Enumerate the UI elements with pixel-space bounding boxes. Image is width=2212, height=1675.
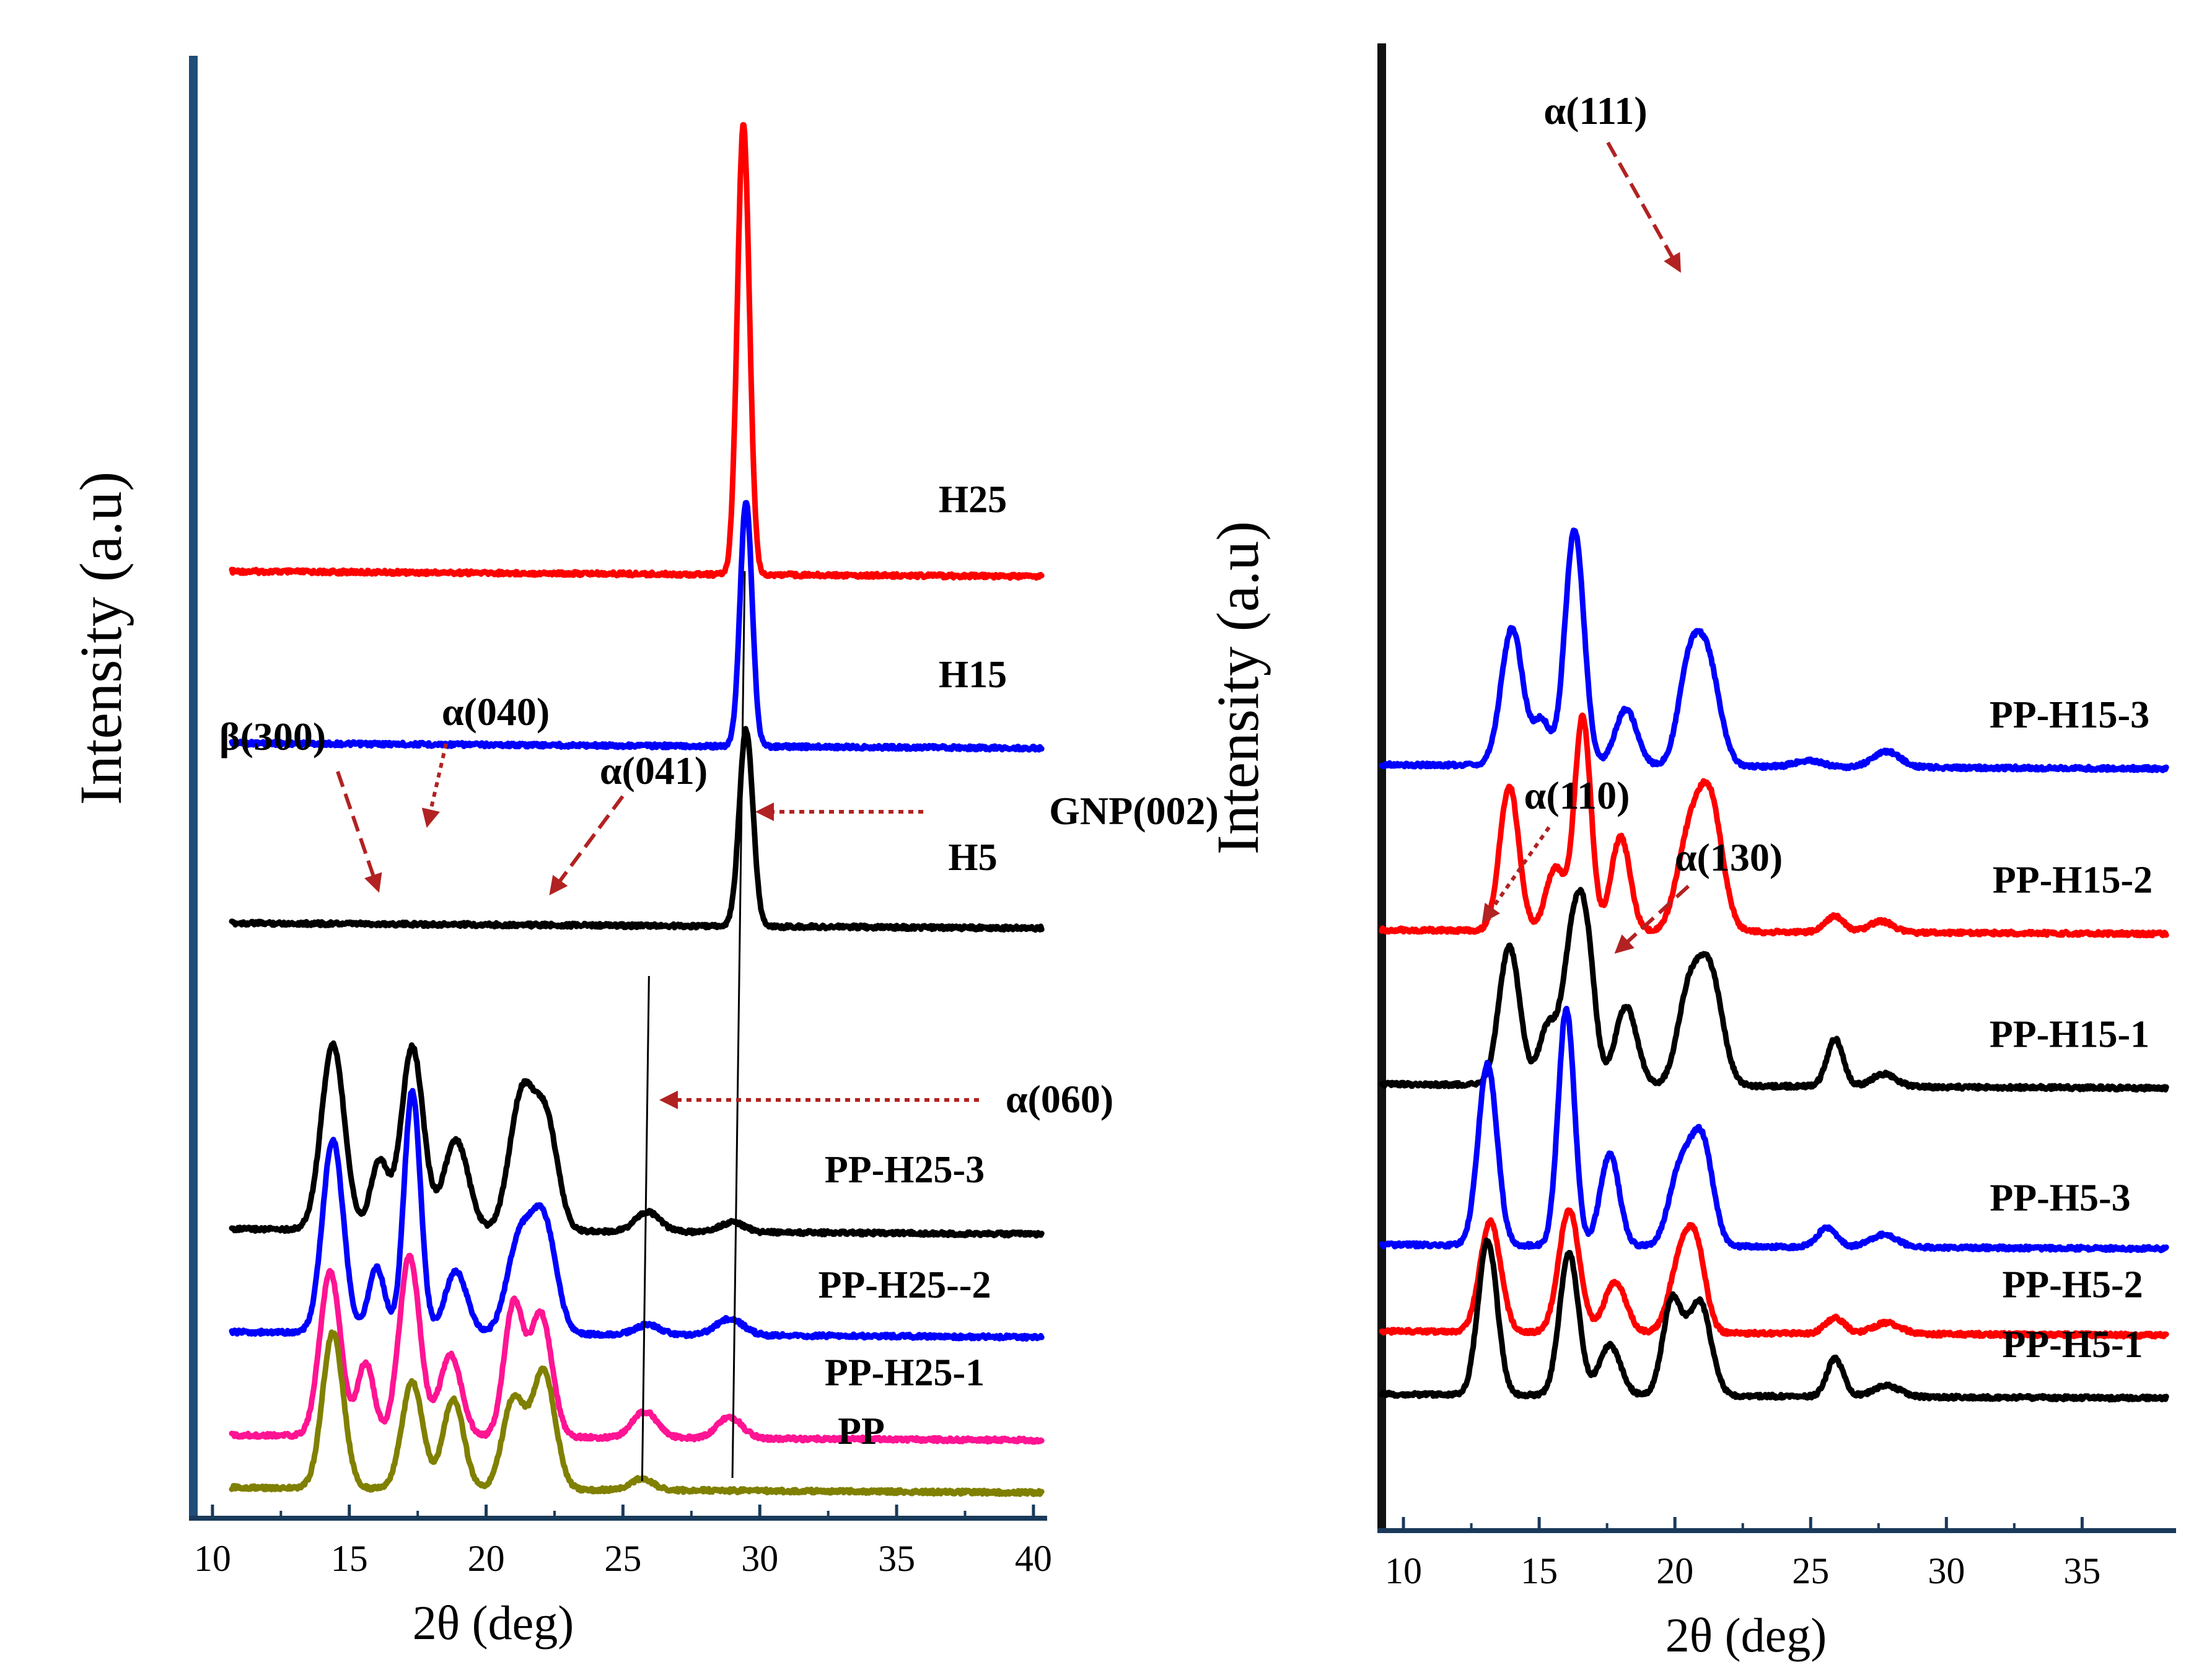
x-tick-label-30: 30 bbox=[1928, 1550, 1965, 1591]
arrow-alpha-130 bbox=[1614, 884, 1690, 954]
trace-pp-h25-2 bbox=[229, 1088, 1045, 1342]
trace-pp-h25-3 bbox=[229, 1040, 1045, 1239]
x-tick-label-10: 10 bbox=[194, 1538, 231, 1579]
right-traces bbox=[1379, 527, 2169, 1403]
left-y-axis-title: Intensity (a.u) bbox=[68, 472, 134, 806]
annotation-alpha-110: α(110) bbox=[1524, 773, 1630, 817]
x-tick-label-15: 15 bbox=[1521, 1550, 1558, 1591]
series-label-h15: H15 bbox=[939, 654, 1007, 696]
series-label-pp-h5-2: PP-H5-2 bbox=[2002, 1264, 2143, 1306]
trace-pp-h15-2 bbox=[1379, 712, 2169, 939]
series-label-pp-h25-3: PP-H25-3 bbox=[825, 1149, 985, 1191]
trace-h25 bbox=[229, 122, 1045, 581]
series-label-pp-h5-3: PP-H5-3 bbox=[1990, 1177, 2130, 1220]
x-tick-label-40: 40 bbox=[1015, 1538, 1052, 1579]
trace-pp-h5-2 bbox=[1379, 1207, 2169, 1340]
x-tick-label-25: 25 bbox=[604, 1538, 641, 1579]
right-y-axis-title: Intensity (a.u) bbox=[1205, 521, 1271, 855]
annotation-alpha-060: α(060) bbox=[1006, 1077, 1113, 1121]
left-x-axis-title: 2θ (deg) bbox=[413, 1596, 574, 1650]
trace-h15 bbox=[229, 499, 1045, 753]
right-x-ticks: 10 15 20 25 30 35 bbox=[1385, 1517, 2100, 1591]
left-x-ticks: 10 15 20 25 30 35 40 bbox=[194, 1505, 1052, 1579]
series-label-pp-h5-1: PP-H5-1 bbox=[2002, 1324, 2143, 1366]
series-label-pp: PP bbox=[838, 1410, 885, 1453]
x-tick-label-35: 35 bbox=[878, 1538, 915, 1579]
trace-pp bbox=[229, 1329, 1045, 1497]
annotation-alpha-130: α(130) bbox=[1675, 835, 1783, 879]
right-panel: 10 15 20 25 30 35 PP-H15-3PP-H15-2PP-H15-1PP-… bbox=[1205, 43, 2176, 1662]
trace-pp-h25-1 bbox=[229, 1252, 1045, 1445]
x-tick-label-20: 20 bbox=[468, 1538, 505, 1579]
guide-line-gnp-002 bbox=[731, 571, 746, 1479]
guide-line-alpha-060 bbox=[641, 975, 650, 1482]
right-x-axis-title: 2θ (deg) bbox=[1666, 1608, 1827, 1662]
x-tick-label-20: 20 bbox=[1656, 1550, 1693, 1591]
series-label-h25: H25 bbox=[939, 479, 1007, 521]
trace-pp-h15-3 bbox=[1379, 527, 2169, 773]
series-label-pp-h15-2: PP-H15-2 bbox=[1993, 859, 2153, 902]
left-traces bbox=[229, 122, 1045, 1497]
series-label-pp-h25-2: PP-H25--2 bbox=[819, 1264, 991, 1306]
annotation-beta-300: β(300) bbox=[219, 714, 326, 758]
series-label-pp-h15-1: PP-H15-1 bbox=[1990, 1014, 2149, 1056]
trace-pp-h15-1 bbox=[1379, 887, 2169, 1093]
trace-h5 bbox=[229, 726, 1045, 933]
trace-pp-h5-3 bbox=[1379, 1006, 2169, 1254]
left-guide-lines bbox=[641, 571, 746, 1482]
annotation-alpha-041: α(041) bbox=[600, 749, 708, 793]
series-label-pp-h15-3: PP-H15-3 bbox=[1990, 694, 2149, 736]
left-series-labels: H25 H15 H5 PP-H25-3 PP-H25--2 PP-H25-1 PP bbox=[819, 479, 1007, 1453]
trace-pp-h5-1 bbox=[1379, 1238, 2169, 1403]
x-tick-label-15: 15 bbox=[331, 1538, 368, 1579]
series-label-pp-h25-1: PP-H25-1 bbox=[825, 1352, 985, 1394]
x-tick-label-35: 35 bbox=[2063, 1550, 2100, 1591]
x-tick-label-25: 25 bbox=[1792, 1550, 1829, 1591]
series-label-h5: H5 bbox=[948, 837, 997, 879]
x-tick-label-10: 10 bbox=[1385, 1550, 1422, 1591]
arrow-alpha-040 bbox=[421, 743, 448, 828]
right-series-labels: PP-H15-3 PP-H15-2 PP-H15-1 PP-H5-3 PP-H5-2 PP… bbox=[1990, 694, 2153, 1366]
annotation-gnp-002: GNP(002) bbox=[1049, 789, 1219, 833]
arrow-alpha-041 bbox=[549, 795, 625, 895]
arrow-beta-300 bbox=[336, 771, 382, 893]
x-tick-label-30: 30 bbox=[741, 1538, 778, 1579]
annotation-alpha-111: α(111) bbox=[1543, 89, 1647, 133]
arrow-alpha-111 bbox=[1606, 141, 1681, 273]
annotation-alpha-040: α(040) bbox=[442, 690, 550, 734]
left-panel: 10 15 20 25 30 35 40 H25 H15 H5 PP-H25-3 PP-H25--2… bbox=[68, 56, 1219, 1650]
